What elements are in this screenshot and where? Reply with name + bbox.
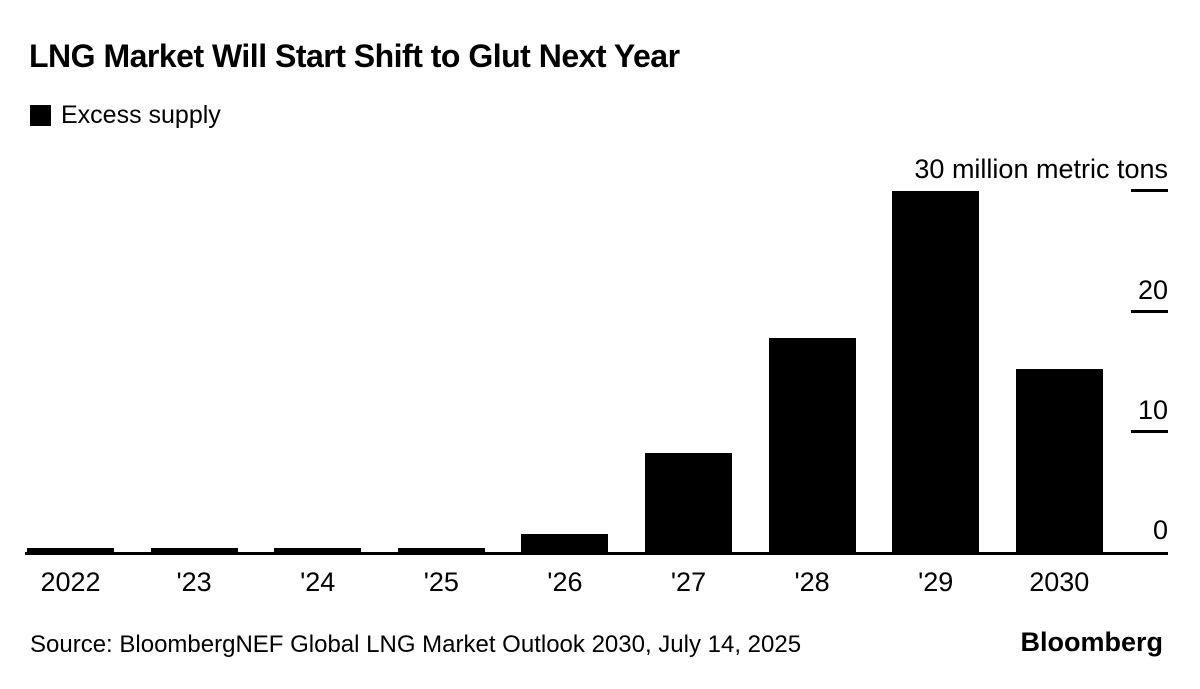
x-axis-label-29: '29 xyxy=(918,567,954,597)
bar-2030 xyxy=(1015,369,1103,552)
legend: Excess supply xyxy=(30,103,221,128)
bar-28 xyxy=(768,338,856,552)
bar-25 xyxy=(397,548,485,552)
y-tick-label-30: 30 million metric tons xyxy=(914,154,1168,184)
x-axis-label-24: '24 xyxy=(300,567,336,597)
x-axis-label-28: '28 xyxy=(794,567,830,597)
bloomberg-logo: Bloomberg xyxy=(1020,627,1163,657)
bar-29 xyxy=(892,191,980,552)
bar-27 xyxy=(645,453,732,552)
x-axis-label-2022: 2022 xyxy=(40,567,101,597)
x-axis-label-2030: 2030 xyxy=(1029,567,1090,597)
y-tick-label-10: 10 xyxy=(1137,395,1168,425)
chart-title: LNG Market Will Start Shift to Glut Next… xyxy=(29,38,680,74)
x-axis-label-23: '23 xyxy=(176,567,212,597)
x-axis-label-27: '27 xyxy=(670,567,707,597)
y-tick-label-0: 0 xyxy=(1152,515,1168,545)
x-axis-label-25: '25 xyxy=(423,567,459,597)
bar-2022 xyxy=(27,548,114,552)
y-tick-line-10 xyxy=(1131,430,1168,433)
legend-label: Excess supply xyxy=(61,101,221,129)
legend-swatch-icon xyxy=(30,105,51,126)
y-tick-line-20 xyxy=(1131,310,1168,313)
bar-26 xyxy=(521,534,609,552)
bar-24 xyxy=(274,548,362,552)
y-tick-line-30 xyxy=(1131,189,1168,192)
y-tick-label-20: 20 xyxy=(1137,275,1168,305)
source-note: Source: BloombergNEF Global LNG Market O… xyxy=(30,631,802,658)
x-axis-line xyxy=(25,552,1168,555)
x-axis-label-26: '26 xyxy=(547,567,583,597)
bar-23 xyxy=(150,548,238,552)
